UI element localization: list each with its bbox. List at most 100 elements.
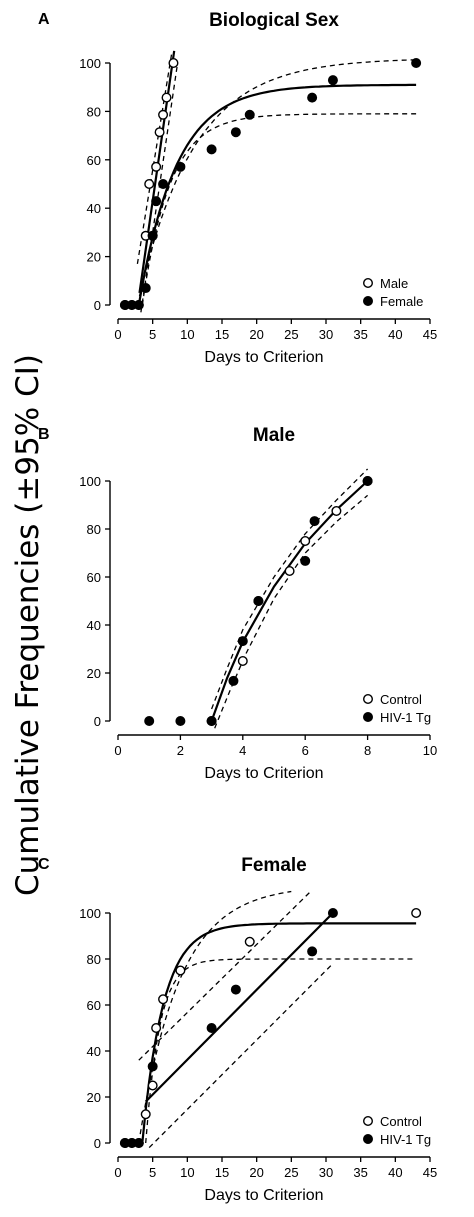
series-1-ci-upper bbox=[138, 889, 313, 1061]
x-tick-label: 0 bbox=[114, 743, 121, 758]
data-point bbox=[327, 75, 338, 86]
fit-curves bbox=[210, 468, 369, 729]
data-point bbox=[175, 161, 186, 172]
y-tick-label: 80 bbox=[87, 104, 101, 119]
fit-curves bbox=[138, 889, 417, 1149]
series-hiv-1-tg bbox=[144, 476, 373, 727]
legend-label: Male bbox=[380, 276, 408, 291]
y-tick-label: 100 bbox=[79, 56, 101, 71]
legend-marker bbox=[363, 1115, 374, 1126]
x-axis-label: Days to Criterion bbox=[204, 1187, 323, 1204]
data-point bbox=[140, 1109, 151, 1120]
data-point bbox=[284, 566, 295, 577]
data-point bbox=[161, 92, 172, 103]
x-tick-label: 20 bbox=[249, 327, 263, 342]
data-point bbox=[237, 656, 248, 667]
data-point bbox=[206, 144, 217, 155]
data-point bbox=[147, 1061, 158, 1072]
y-tick-label: 20 bbox=[87, 666, 101, 681]
x-tick-label: 8 bbox=[364, 743, 371, 758]
panel-label: B bbox=[38, 426, 50, 443]
data-point bbox=[168, 58, 179, 69]
y-tick-label: 0 bbox=[94, 1136, 101, 1151]
data-point bbox=[411, 58, 422, 69]
data-point bbox=[327, 908, 338, 919]
legend-label: HIV-1 Tg bbox=[380, 710, 431, 725]
x-axis-label: Days to Criterion bbox=[204, 765, 323, 782]
x-tick-label: 25 bbox=[284, 327, 298, 342]
data-point bbox=[158, 994, 169, 1005]
panel-label: C bbox=[38, 856, 50, 873]
chart-title: Male bbox=[253, 425, 295, 446]
x-tick-label: 30 bbox=[319, 327, 333, 342]
x-tick-label: 45 bbox=[423, 327, 437, 342]
data-point bbox=[206, 716, 217, 727]
data-point bbox=[411, 908, 422, 919]
series-female bbox=[119, 58, 422, 311]
x-tick-label: 40 bbox=[388, 1165, 402, 1180]
data-point bbox=[253, 596, 264, 607]
data-point bbox=[175, 716, 186, 727]
x-tick-label: 30 bbox=[319, 1165, 333, 1180]
y-tick-label: 80 bbox=[87, 952, 101, 967]
y-tick-label: 40 bbox=[87, 1044, 101, 1059]
series-hiv-1-tg bbox=[119, 908, 338, 1148]
series-1-fit-line bbox=[144, 912, 334, 1103]
x-tick-label: 2 bbox=[177, 743, 184, 758]
x-tick-label: 5 bbox=[149, 1165, 156, 1180]
y-tick-label: 100 bbox=[79, 906, 101, 921]
y-tick-label: 20 bbox=[87, 1090, 101, 1105]
series-0-ci-lower bbox=[145, 958, 417, 1144]
legend-label: Control bbox=[380, 692, 422, 707]
pooled-ci-upper bbox=[210, 468, 369, 710]
legend-marker bbox=[363, 1133, 374, 1144]
legend-label: HIV-1 Tg bbox=[380, 1132, 431, 1147]
panel-c: C Female 0 20 40 60 80 100 0 5 10 15 20 25 30 35 40 45 Day… bbox=[38, 855, 437, 1204]
series-0-fit-line bbox=[141, 922, 417, 1144]
x-tick-label: 35 bbox=[353, 1165, 367, 1180]
data-point bbox=[140, 283, 151, 294]
figure-y-axis-label: Cumulative Frequencies (±95% CI) bbox=[10, 354, 46, 896]
legend-marker bbox=[363, 694, 374, 705]
series-0-ci-upper bbox=[138, 890, 292, 1144]
y-tick-label: 40 bbox=[87, 618, 101, 633]
data-point bbox=[230, 127, 241, 138]
data-point bbox=[228, 675, 239, 686]
legend: Control HIV-1 Tg bbox=[363, 1114, 431, 1147]
data-point bbox=[300, 555, 311, 566]
pooled-ci-lower bbox=[214, 494, 369, 729]
x-tick-label: 40 bbox=[388, 327, 402, 342]
x-axis-label: Days to Criterion bbox=[204, 349, 323, 366]
legend: Male Female bbox=[363, 276, 423, 309]
x-tick-label: 35 bbox=[353, 327, 367, 342]
x-tick-label: 0 bbox=[114, 327, 121, 342]
y-tick-label: 0 bbox=[94, 298, 101, 313]
data-point bbox=[362, 476, 373, 487]
legend: Control HIV-1 Tg bbox=[363, 692, 431, 725]
data-point bbox=[151, 1023, 162, 1034]
data-point bbox=[331, 506, 342, 517]
legend-label: Control bbox=[380, 1114, 422, 1129]
y-tick-label: 40 bbox=[87, 201, 101, 216]
data-point bbox=[154, 127, 165, 138]
y-tick-label: 60 bbox=[87, 153, 101, 168]
series-1-ci-upper bbox=[136, 59, 417, 306]
series-control bbox=[206, 476, 373, 727]
y-tick-label: 20 bbox=[87, 250, 101, 265]
x-tick-label: 10 bbox=[423, 743, 437, 758]
chart-title: Biological Sex bbox=[209, 10, 339, 31]
y-tick-label: 80 bbox=[87, 522, 101, 537]
legend-marker bbox=[363, 296, 374, 307]
series-control bbox=[119, 908, 422, 1148]
data-point bbox=[147, 1080, 158, 1091]
data-point bbox=[307, 946, 318, 957]
panel-a: A Biological Sex 0 20 40 60 80 100 0 5 10 15 20 25 30 3… bbox=[38, 10, 437, 366]
data-point bbox=[175, 965, 186, 976]
y-tick-label: 0 bbox=[94, 714, 101, 729]
x-tick-label: 10 bbox=[180, 327, 194, 342]
series-1-ci-lower bbox=[148, 963, 334, 1149]
panel-b: B Male 0 20 40 60 80 100 0 2 4 6 8 10 Days to Criterio… bbox=[38, 425, 437, 782]
data-point bbox=[151, 161, 162, 172]
